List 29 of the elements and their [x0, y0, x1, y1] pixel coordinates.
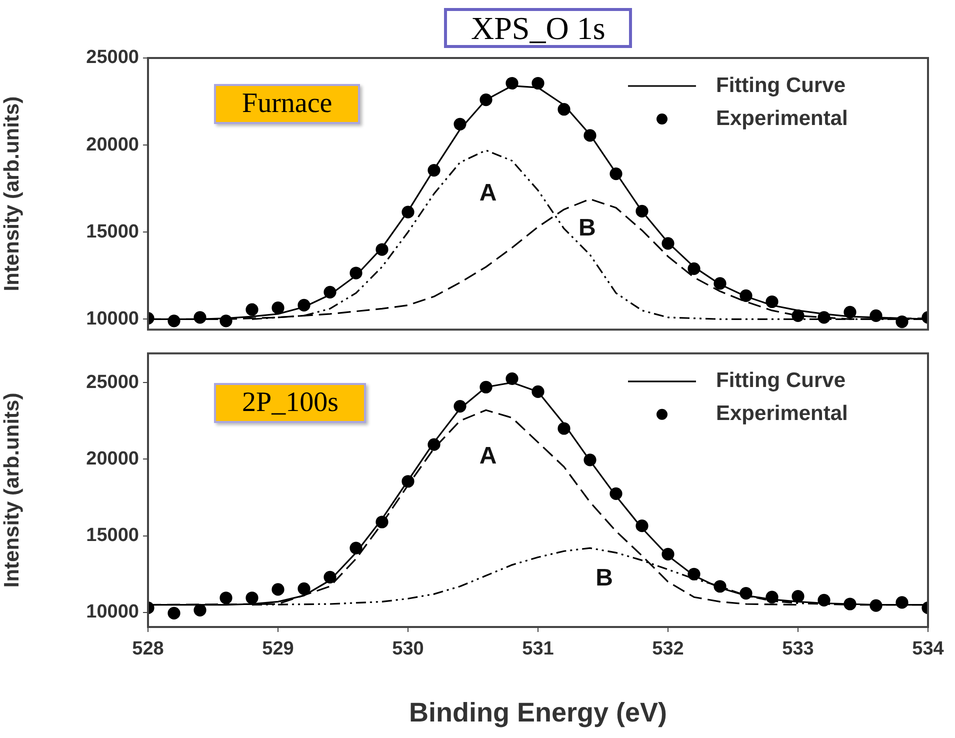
y-axis-title: Intensity (arb.units) [0, 392, 24, 588]
y-tick-label: 20000 [86, 134, 139, 156]
y-tick-label: 20000 [86, 448, 139, 470]
y-tick-label: 15000 [86, 221, 139, 242]
y-tick-label: 10000 [86, 602, 139, 623]
x-tick-label: 529 [262, 638, 294, 660]
y-axis-title: Intensity (arb.units) [0, 96, 24, 292]
legend-label: Experimental [716, 402, 848, 426]
chart-title: XPS_O 1s [444, 8, 632, 48]
annotation: A [479, 179, 497, 206]
x-axis-title: Binding Energy (eV) [408, 697, 668, 728]
annotation: Furnace [214, 84, 360, 124]
y-tick-label: 10000 [86, 308, 139, 330]
annotation: 2P_100s [214, 383, 366, 424]
annotation: B [578, 214, 596, 242]
annotation: A [479, 442, 497, 470]
y-tick-label: 25000 [86, 372, 139, 393]
y-tick-label: 15000 [86, 525, 139, 546]
legend-label: Fitting Curve [716, 369, 846, 392]
y-tick-label: 25000 [86, 47, 139, 68]
x-tick-label: 534 [912, 638, 944, 660]
x-tick-label: 530 [392, 638, 424, 660]
x-tick-label: 531 [522, 638, 554, 660]
x-tick-label: 533 [782, 638, 814, 660]
legend-label: Experimental [716, 106, 848, 130]
legend-label: Fitting Curve [716, 74, 846, 97]
x-tick-label: 532 [652, 638, 684, 660]
annotation: B [596, 564, 613, 592]
x-tick-label: 528 [132, 638, 164, 660]
